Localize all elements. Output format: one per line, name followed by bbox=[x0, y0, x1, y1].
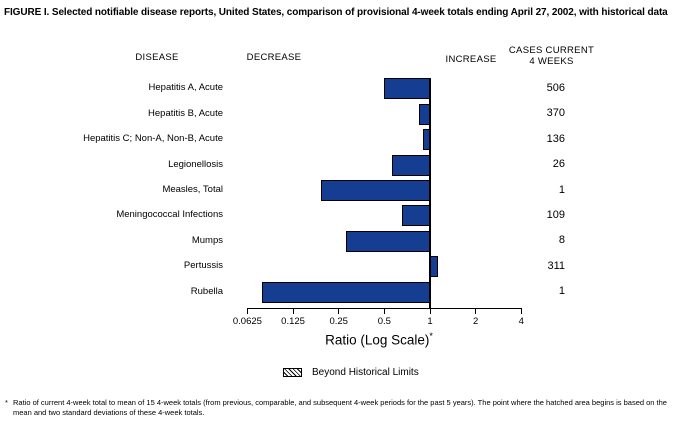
cases-value-rubella: 1 bbox=[558, 285, 565, 298]
x-axis-label-asterisk: * bbox=[429, 331, 433, 341]
cases-value-hepatitis-c-non-a-non-b-acute: 136 bbox=[546, 132, 565, 145]
cases-value-legionellosis: 26 bbox=[552, 158, 565, 171]
cases-value-mumps: 8 bbox=[558, 234, 565, 247]
disease-label-measles-total: Measles, Total bbox=[162, 184, 223, 195]
disease-label-hepatitis-c-non-a-non-b-acute: Hepatitis C; Non-A, Non-B, Acute bbox=[83, 133, 223, 145]
disease-label-pertussis: Pertussis bbox=[183, 260, 223, 272]
cases-value-hepatitis-b-acute: 370 bbox=[546, 107, 565, 120]
footnote-text: Ratio of current 4-week total to mean of… bbox=[13, 398, 667, 417]
x-axis-tick-0.5 bbox=[383, 307, 385, 314]
x-axis-tick-0.0625 bbox=[246, 307, 248, 314]
x-axis-tick-4 bbox=[520, 307, 522, 314]
column-header-disease: DISEASE bbox=[135, 52, 179, 63]
column-header-increase: INCREASE bbox=[445, 54, 497, 65]
bar-mumps bbox=[346, 230, 430, 252]
disease-label-legionellosis: Legionellosis bbox=[168, 158, 223, 170]
disease-label-mumps: Mumps bbox=[191, 234, 223, 246]
x-axis-tick-label-0.5: 0.5 bbox=[377, 315, 391, 327]
bar-hepatitis-c-non-a-non-b-acute bbox=[423, 129, 430, 151]
x-axis-tick-2 bbox=[475, 307, 477, 314]
cases-value-pertussis: 311 bbox=[547, 259, 565, 272]
bar-hepatitis-a-acute bbox=[384, 78, 430, 100]
column-header-cases-line2: 4 WEEKS bbox=[529, 56, 574, 68]
hatched-swatch-icon bbox=[283, 368, 302, 377]
baseline-ratio-1-line bbox=[429, 77, 431, 309]
figure-title: FIGURE I. Selected notifiable disease re… bbox=[4, 7, 668, 18]
bar-legionellosis bbox=[391, 154, 430, 176]
footnote-marker: * bbox=[5, 398, 8, 407]
footnote: * Ratio of current 4-week total to mean … bbox=[5, 398, 681, 418]
column-header-decrease: DECREASE bbox=[246, 52, 302, 63]
x-axis-tick-label-1: 1 bbox=[427, 315, 433, 327]
x-axis-tick-label-2: 2 bbox=[472, 315, 479, 327]
x-axis-label-text: Ratio (Log Scale) bbox=[325, 332, 430, 348]
disease-label-rubella: Rubella bbox=[190, 285, 223, 297]
cases-value-meningococcal-infections: 109 bbox=[546, 208, 565, 221]
cases-value-hepatitis-a-acute: 506 bbox=[546, 81, 565, 94]
x-axis-tick-1 bbox=[429, 307, 431, 314]
bar-pertussis bbox=[430, 256, 439, 278]
disease-label-hepatitis-b-acute: Hepatitis B, Acute bbox=[148, 107, 223, 119]
bar-meningococcal-infections bbox=[401, 205, 430, 227]
bar-rubella bbox=[261, 281, 430, 303]
x-axis-label: Ratio (Log Scale)* bbox=[279, 331, 479, 348]
cases-value-measles-total: 1 bbox=[558, 183, 565, 196]
x-axis-tick-label-0.25: 0.25 bbox=[329, 315, 348, 327]
x-axis-tick-label-4: 4 bbox=[518, 315, 524, 327]
column-header-cases-current-4-weeks: CASES CURRENT 4 WEEKS bbox=[491, 45, 612, 68]
disease-label-hepatitis-a-acute: Hepatitis A, Acute bbox=[148, 82, 223, 94]
bar-measles-total bbox=[320, 180, 430, 201]
x-axis-tick-label-0.0625: 0.0625 bbox=[232, 315, 262, 327]
column-header-cases-line1: CASES CURRENT bbox=[508, 45, 595, 56]
x-axis-tick-label-0.125: 0.125 bbox=[281, 315, 305, 327]
legend-label: Beyond Historical Limits bbox=[312, 367, 419, 378]
x-axis-tick-0.125 bbox=[292, 307, 294, 314]
bar-hepatitis-b-acute bbox=[418, 103, 430, 125]
disease-label-meningococcal-infections: Meningococcal Infections bbox=[116, 209, 223, 221]
x-axis-tick-0.25 bbox=[338, 307, 340, 314]
